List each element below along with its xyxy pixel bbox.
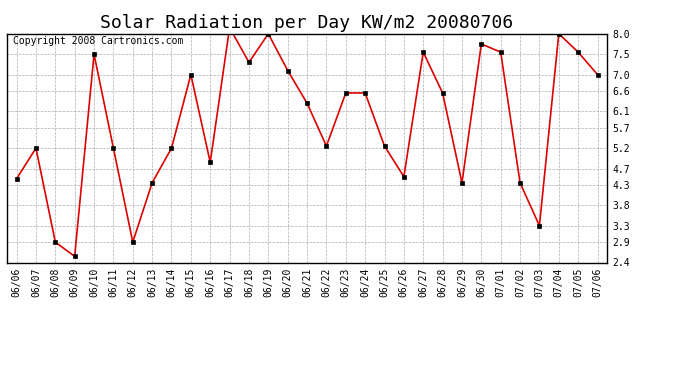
Title: Solar Radiation per Day KW/m2 20080706: Solar Radiation per Day KW/m2 20080706 <box>101 14 513 32</box>
Text: Copyright 2008 Cartronics.com: Copyright 2008 Cartronics.com <box>13 36 184 46</box>
